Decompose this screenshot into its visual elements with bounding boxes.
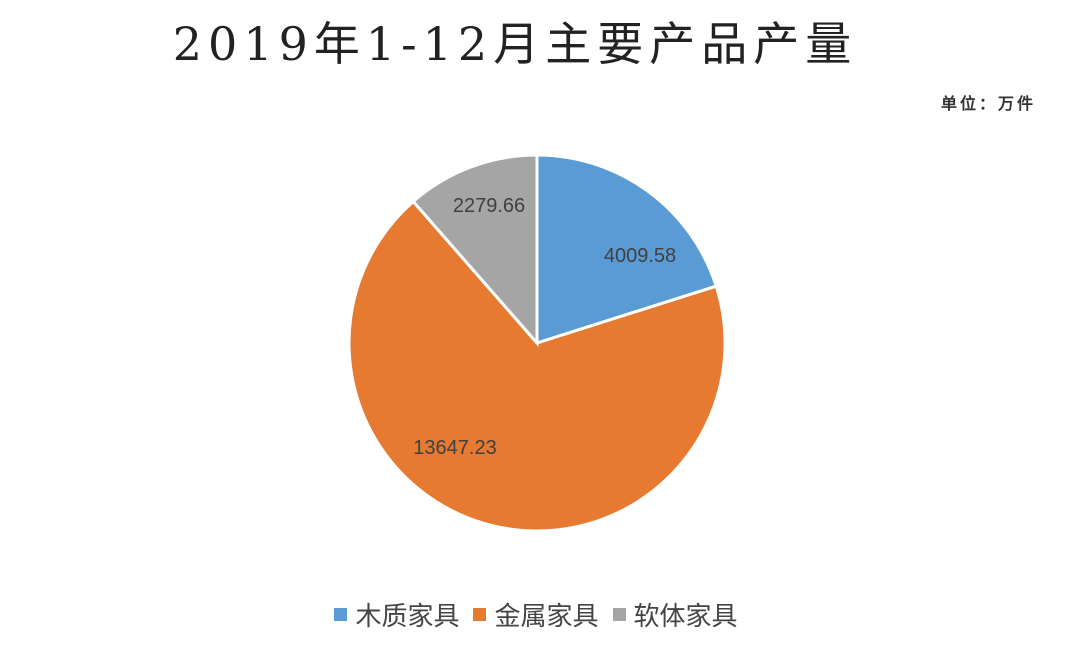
legend-label: 软体家具 bbox=[633, 602, 738, 632]
data-label-2: 2279.66 bbox=[453, 195, 525, 217]
legend-label: 金属家具 bbox=[494, 602, 599, 632]
legend-item-soft: 软体家具 bbox=[612, 596, 738, 633]
data-label-1: 13647.23 bbox=[413, 437, 496, 459]
legend-swatch bbox=[334, 608, 348, 621]
legend-item-wood: 木质家具 bbox=[334, 596, 459, 633]
legend: 木质家具 金属家具 软体家具 bbox=[0, 596, 1072, 633]
unit-note: 单位：万件 bbox=[940, 94, 1036, 113]
pie-slice-0 bbox=[535, 153, 719, 346]
legend-swatch bbox=[473, 608, 487, 621]
chart-title: 2019年1-12月主要产品产量 bbox=[172, 17, 858, 71]
pie-slice-1 bbox=[347, 199, 727, 533]
pie-slice-2 bbox=[411, 153, 539, 347]
legend-swatch bbox=[612, 608, 626, 621]
data-label-0: 4009.58 bbox=[604, 245, 676, 267]
legend-item-metal: 金属家具 bbox=[473, 596, 599, 633]
legend-label: 木质家具 bbox=[355, 602, 460, 632]
